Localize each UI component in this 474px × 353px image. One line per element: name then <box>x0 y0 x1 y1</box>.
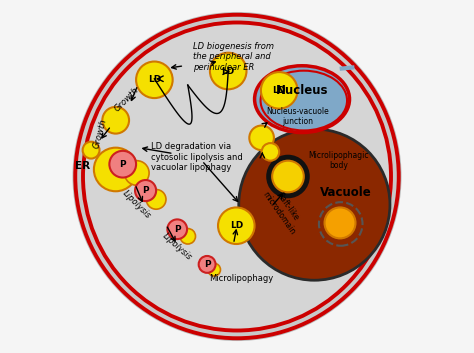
Text: Growth: Growth <box>112 85 140 113</box>
Text: Lipolysis: Lipolysis <box>161 232 193 262</box>
Text: Vacuole: Vacuole <box>320 186 372 199</box>
Circle shape <box>199 256 216 273</box>
Circle shape <box>94 148 137 191</box>
Text: Raft-like
microdomain: Raft-like microdomain <box>260 184 305 236</box>
Circle shape <box>268 156 309 197</box>
Text: LD biogenesis from
the peripheral and
perinuclear ER: LD biogenesis from the peripheral and pe… <box>193 42 274 72</box>
Circle shape <box>239 129 390 280</box>
Text: Nucleus: Nucleus <box>276 84 328 97</box>
Ellipse shape <box>255 66 349 132</box>
Circle shape <box>261 72 298 109</box>
Text: LD: LD <box>109 165 122 174</box>
Circle shape <box>208 263 220 276</box>
Circle shape <box>262 143 279 161</box>
Circle shape <box>82 142 100 158</box>
Text: Nucleus-vacuole
junction: Nucleus-vacuole junction <box>266 107 329 126</box>
Text: P: P <box>119 160 126 169</box>
Circle shape <box>218 208 255 244</box>
Circle shape <box>325 208 356 238</box>
Circle shape <box>180 228 195 244</box>
Text: LD degradation via
cytosolic lipolysis and
vacuolar lipophagy: LD degradation via cytosolic lipolysis a… <box>151 142 243 172</box>
Text: LD: LD <box>273 86 286 95</box>
Ellipse shape <box>83 23 391 330</box>
Text: Microlipophagy: Microlipophagy <box>209 274 273 283</box>
Text: LD: LD <box>221 66 235 76</box>
Circle shape <box>135 180 156 201</box>
Text: Growth: Growth <box>91 118 108 150</box>
Circle shape <box>272 161 304 192</box>
Ellipse shape <box>73 13 401 340</box>
Text: Lipolysis: Lipolysis <box>121 189 153 221</box>
Text: Microlipophagic
body: Microlipophagic body <box>309 151 369 170</box>
Text: P: P <box>174 225 181 234</box>
Text: ER: ER <box>75 161 90 171</box>
Circle shape <box>167 220 187 239</box>
Circle shape <box>249 126 274 150</box>
Circle shape <box>102 107 129 133</box>
Text: LD: LD <box>148 75 161 84</box>
Circle shape <box>210 53 246 89</box>
Circle shape <box>125 161 149 185</box>
Text: LD: LD <box>230 221 243 230</box>
Text: P: P <box>142 186 149 195</box>
Circle shape <box>146 190 166 209</box>
Circle shape <box>136 61 173 98</box>
Circle shape <box>109 151 136 178</box>
Text: P: P <box>204 260 210 269</box>
